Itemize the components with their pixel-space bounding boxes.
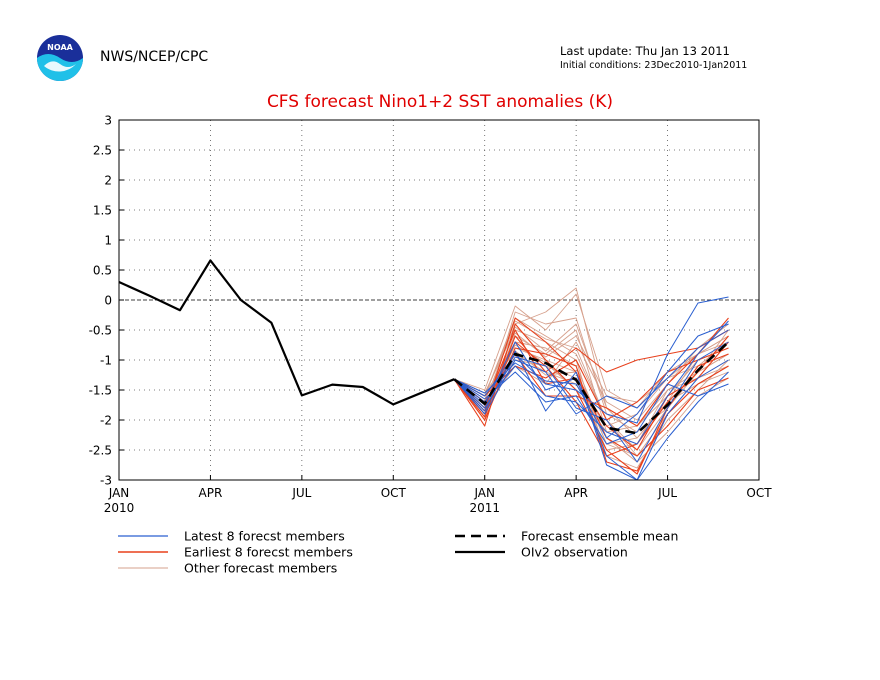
y-tick-label: 3 (104, 114, 112, 128)
x-tick-label: APR (564, 486, 588, 500)
x-tick-year: 2010 (104, 501, 135, 515)
y-tick-label: -2 (100, 414, 112, 428)
x-tick-year: 2011 (469, 501, 500, 515)
observation-line (118, 259, 455, 406)
noaa-logo: NOAA (35, 33, 85, 83)
plot-area: 32.521.510.50-0.5-1-1.5-2-2.5-3JAN2010AP… (89, 114, 773, 516)
legend-label-other: Other forecast members (184, 561, 337, 576)
y-tick-label: -3 (100, 474, 112, 488)
legend-label-observation: OIv2 observation (521, 545, 628, 560)
initial-conditions: Initial conditions: 23Dec2010-1Jan2011 (560, 60, 747, 71)
logo-gull (44, 61, 76, 72)
y-tick-label: 0 (104, 294, 112, 308)
latest-member-line (453, 296, 729, 424)
x-tick-label: OCT (746, 486, 772, 500)
x-tick-label: JAN (108, 486, 130, 500)
y-tick-label: 2.5 (93, 144, 112, 158)
legend-label-mean: Forecast ensemble mean (521, 529, 678, 544)
logo-text: NOAA (47, 43, 73, 52)
legend-label-earliest: Earliest 8 forecst members (184, 545, 353, 560)
ensemble-mean-line (453, 341, 730, 435)
y-tick-label: 1.5 (93, 204, 112, 218)
y-tick-label: 2 (104, 174, 112, 188)
y-tick-label: 1 (104, 234, 112, 248)
y-tick-label: -1.5 (89, 384, 112, 398)
latest-member-line (453, 341, 729, 480)
other-member-line (454, 329, 729, 469)
y-tick-label: -2.5 (89, 444, 112, 458)
y-tick-label: 0.5 (93, 264, 112, 278)
x-tick-label: JUL (291, 486, 311, 500)
agency-label: NWS/NCEP/CPC (100, 49, 208, 65)
x-tick-label: JUL (657, 486, 677, 500)
y-tick-label: -1 (100, 354, 112, 368)
x-tick-label: OCT (381, 486, 407, 500)
x-tick-label: APR (199, 486, 223, 500)
last-update: Last update: Thu Jan 13 2011 (560, 44, 730, 58)
y-tick-label: -0.5 (89, 324, 112, 338)
latest-member-line (453, 371, 729, 445)
legend-label-latest: Latest 8 forecst members (184, 529, 345, 544)
latest-member-line (453, 341, 729, 463)
chart-title: CFS forecast Nino1+2 SST anomalies (K) (267, 92, 613, 112)
x-tick-label: JAN (473, 486, 495, 500)
other-member-line (453, 347, 729, 451)
